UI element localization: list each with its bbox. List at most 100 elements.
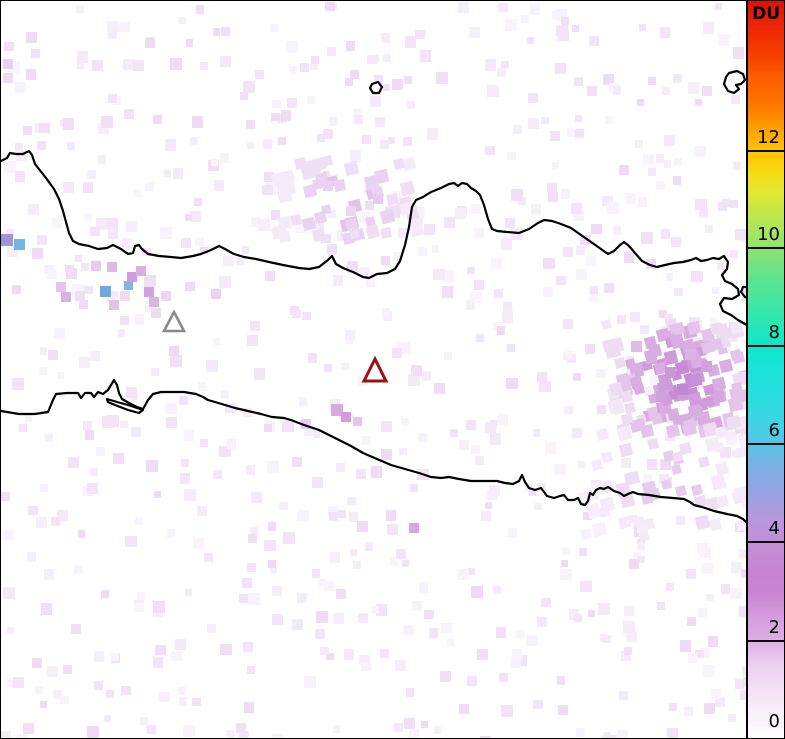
noise-pixel	[589, 292, 598, 302]
noise-pixel	[336, 589, 347, 600]
noise-pixel	[34, 685, 44, 695]
noise-pixel	[621, 458, 632, 469]
noise-pixel	[183, 488, 196, 501]
noise-pixel	[406, 101, 415, 109]
notable-data-pixel	[373, 194, 383, 204]
notable-data-pixel	[701, 361, 712, 372]
noise-pixel	[271, 585, 282, 596]
noise-pixel	[400, 417, 410, 427]
noise-pixel	[62, 118, 75, 130]
noise-pixel	[190, 137, 199, 146]
noise-pixel	[107, 20, 119, 33]
noise-pixel	[391, 78, 404, 90]
noise-pixel	[350, 549, 358, 557]
noise-pixel	[200, 246, 208, 255]
noise-pixel	[166, 529, 175, 538]
noise-pixel	[40, 701, 48, 709]
notable-data-pixel	[56, 282, 66, 292]
notable-data-pixel	[109, 300, 119, 310]
notable-data-pixel	[1, 234, 13, 246]
noise-pixel	[326, 652, 334, 660]
colorbar-tick-label-0: 0	[768, 711, 780, 732]
noise-pixel	[46, 665, 58, 677]
noise-pixel	[152, 601, 165, 614]
noise-pixel	[74, 291, 86, 302]
noise-pixel	[125, 535, 137, 548]
map-canvas	[1, 1, 748, 738]
noise-pixel	[178, 396, 188, 405]
noise-pixel	[556, 275, 566, 285]
noise-pixel	[418, 247, 427, 257]
noise-pixel	[81, 262, 90, 271]
noise-pixel	[585, 344, 595, 355]
noise-pixel	[641, 232, 653, 245]
noise-pixel	[588, 609, 596, 617]
noise-pixel	[660, 229, 671, 239]
noise-pixel	[534, 502, 542, 511]
noise-pixel	[585, 256, 596, 267]
noise-pixel	[498, 2, 508, 13]
noise-pixel	[441, 622, 452, 634]
noise-pixel	[505, 218, 516, 229]
noise-pixel	[394, 722, 404, 732]
noise-pixel	[226, 729, 235, 738]
noise-pixel	[579, 547, 588, 556]
noise-pixel	[687, 82, 700, 94]
noise-pixel	[705, 225, 713, 233]
noise-pixel	[210, 158, 218, 166]
noise-pixel	[119, 316, 129, 326]
noise-pixel	[740, 690, 748, 700]
noise-pixel	[344, 77, 354, 87]
noise-pixel	[403, 717, 416, 730]
noise-pixel	[564, 351, 573, 359]
colorbar-tick-label-10: 10	[757, 224, 780, 245]
noise-pixel	[556, 676, 565, 685]
noise-pixel	[540, 597, 551, 608]
noise-pixel	[560, 17, 569, 26]
noise-pixel	[410, 364, 423, 377]
noise-pixel	[246, 141, 255, 150]
noise-pixel	[698, 608, 707, 617]
noise-pixel	[151, 368, 160, 377]
noise-pixel	[90, 226, 100, 236]
noise-pixel	[220, 26, 230, 36]
noise-pixel	[206, 360, 218, 373]
noise-pixel	[267, 560, 276, 568]
notable-data-pixel	[149, 297, 159, 307]
noise-pixel	[298, 397, 308, 406]
noise-pixel	[299, 62, 310, 73]
noise-pixel	[371, 55, 380, 64]
noise-pixel	[598, 603, 611, 616]
noise-pixel	[386, 523, 399, 536]
noise-pixel	[220, 644, 232, 656]
noise-pixel	[382, 308, 390, 316]
noise-pixel	[280, 110, 292, 121]
noise-pixel	[646, 258, 657, 269]
noise-pixel	[359, 211, 370, 223]
noise-pixel	[612, 85, 622, 95]
noise-pixel	[67, 457, 79, 469]
noise-pixel	[153, 114, 163, 124]
noise-pixel	[374, 117, 385, 128]
noise-pixel	[458, 2, 470, 14]
noise-pixel	[1, 491, 11, 501]
noise-pixel	[695, 198, 708, 211]
noise-pixel	[620, 650, 631, 661]
noise-pixel	[219, 445, 232, 458]
noise-pixel	[145, 182, 155, 192]
noise-pixel	[108, 228, 118, 239]
noise-pixel	[345, 41, 356, 52]
noise-pixel	[699, 546, 711, 558]
noise-pixel	[335, 463, 346, 473]
noise-pixel	[171, 650, 182, 662]
noise-pixel	[501, 60, 510, 69]
noise-pixel	[106, 690, 114, 698]
notable-data-pixel	[691, 374, 702, 385]
noise-pixel	[27, 505, 38, 516]
noise-pixel	[686, 616, 696, 626]
noise-pixel	[53, 328, 65, 340]
noise-pixel	[720, 584, 731, 594]
noise-pixel	[397, 342, 410, 355]
noise-pixel	[528, 93, 539, 104]
noise-pixel	[471, 445, 480, 454]
